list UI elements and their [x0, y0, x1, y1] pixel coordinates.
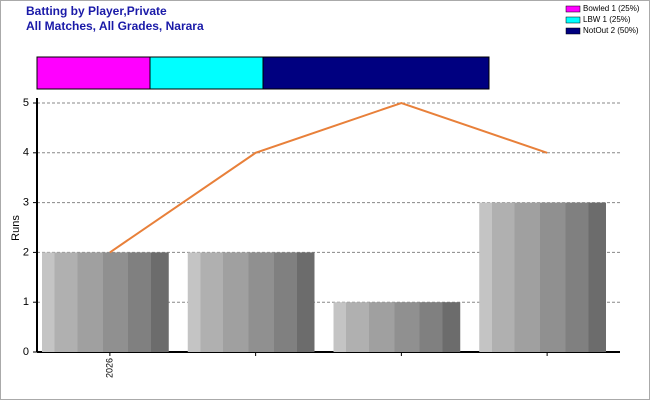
x-tick-label: 2026 [104, 358, 114, 378]
chart-title: Batting by Player,Private [26, 4, 167, 18]
proportion-segment [262, 56, 490, 90]
legend-label: NotOut 2 (50%) [583, 26, 639, 35]
bar [479, 202, 606, 352]
y-axis-label: Runs [10, 215, 22, 241]
proportion-segment [36, 56, 151, 90]
legend-label: Bowled 1 (25%) [583, 4, 640, 13]
line [109, 101, 548, 254]
chart-subtitle: All Matches, All Grades, Narara [26, 19, 204, 33]
y-tick-label: 4 [23, 147, 29, 159]
bar [42, 252, 169, 352]
legend-label: LBW 1 (25%) [583, 15, 631, 24]
y-tick-label: 3 [23, 197, 29, 209]
y-tick-label: 5 [23, 97, 29, 109]
legend-swatch [565, 16, 581, 24]
y-tick-label: 0 [23, 346, 29, 358]
y-tick-label: 2 [23, 246, 29, 258]
legend-swatch [565, 5, 581, 13]
y-tick-label: 1 [23, 296, 29, 308]
proportion-segment [149, 56, 264, 90]
bar [333, 302, 461, 352]
legend-swatch [565, 27, 581, 35]
bar [187, 252, 315, 352]
